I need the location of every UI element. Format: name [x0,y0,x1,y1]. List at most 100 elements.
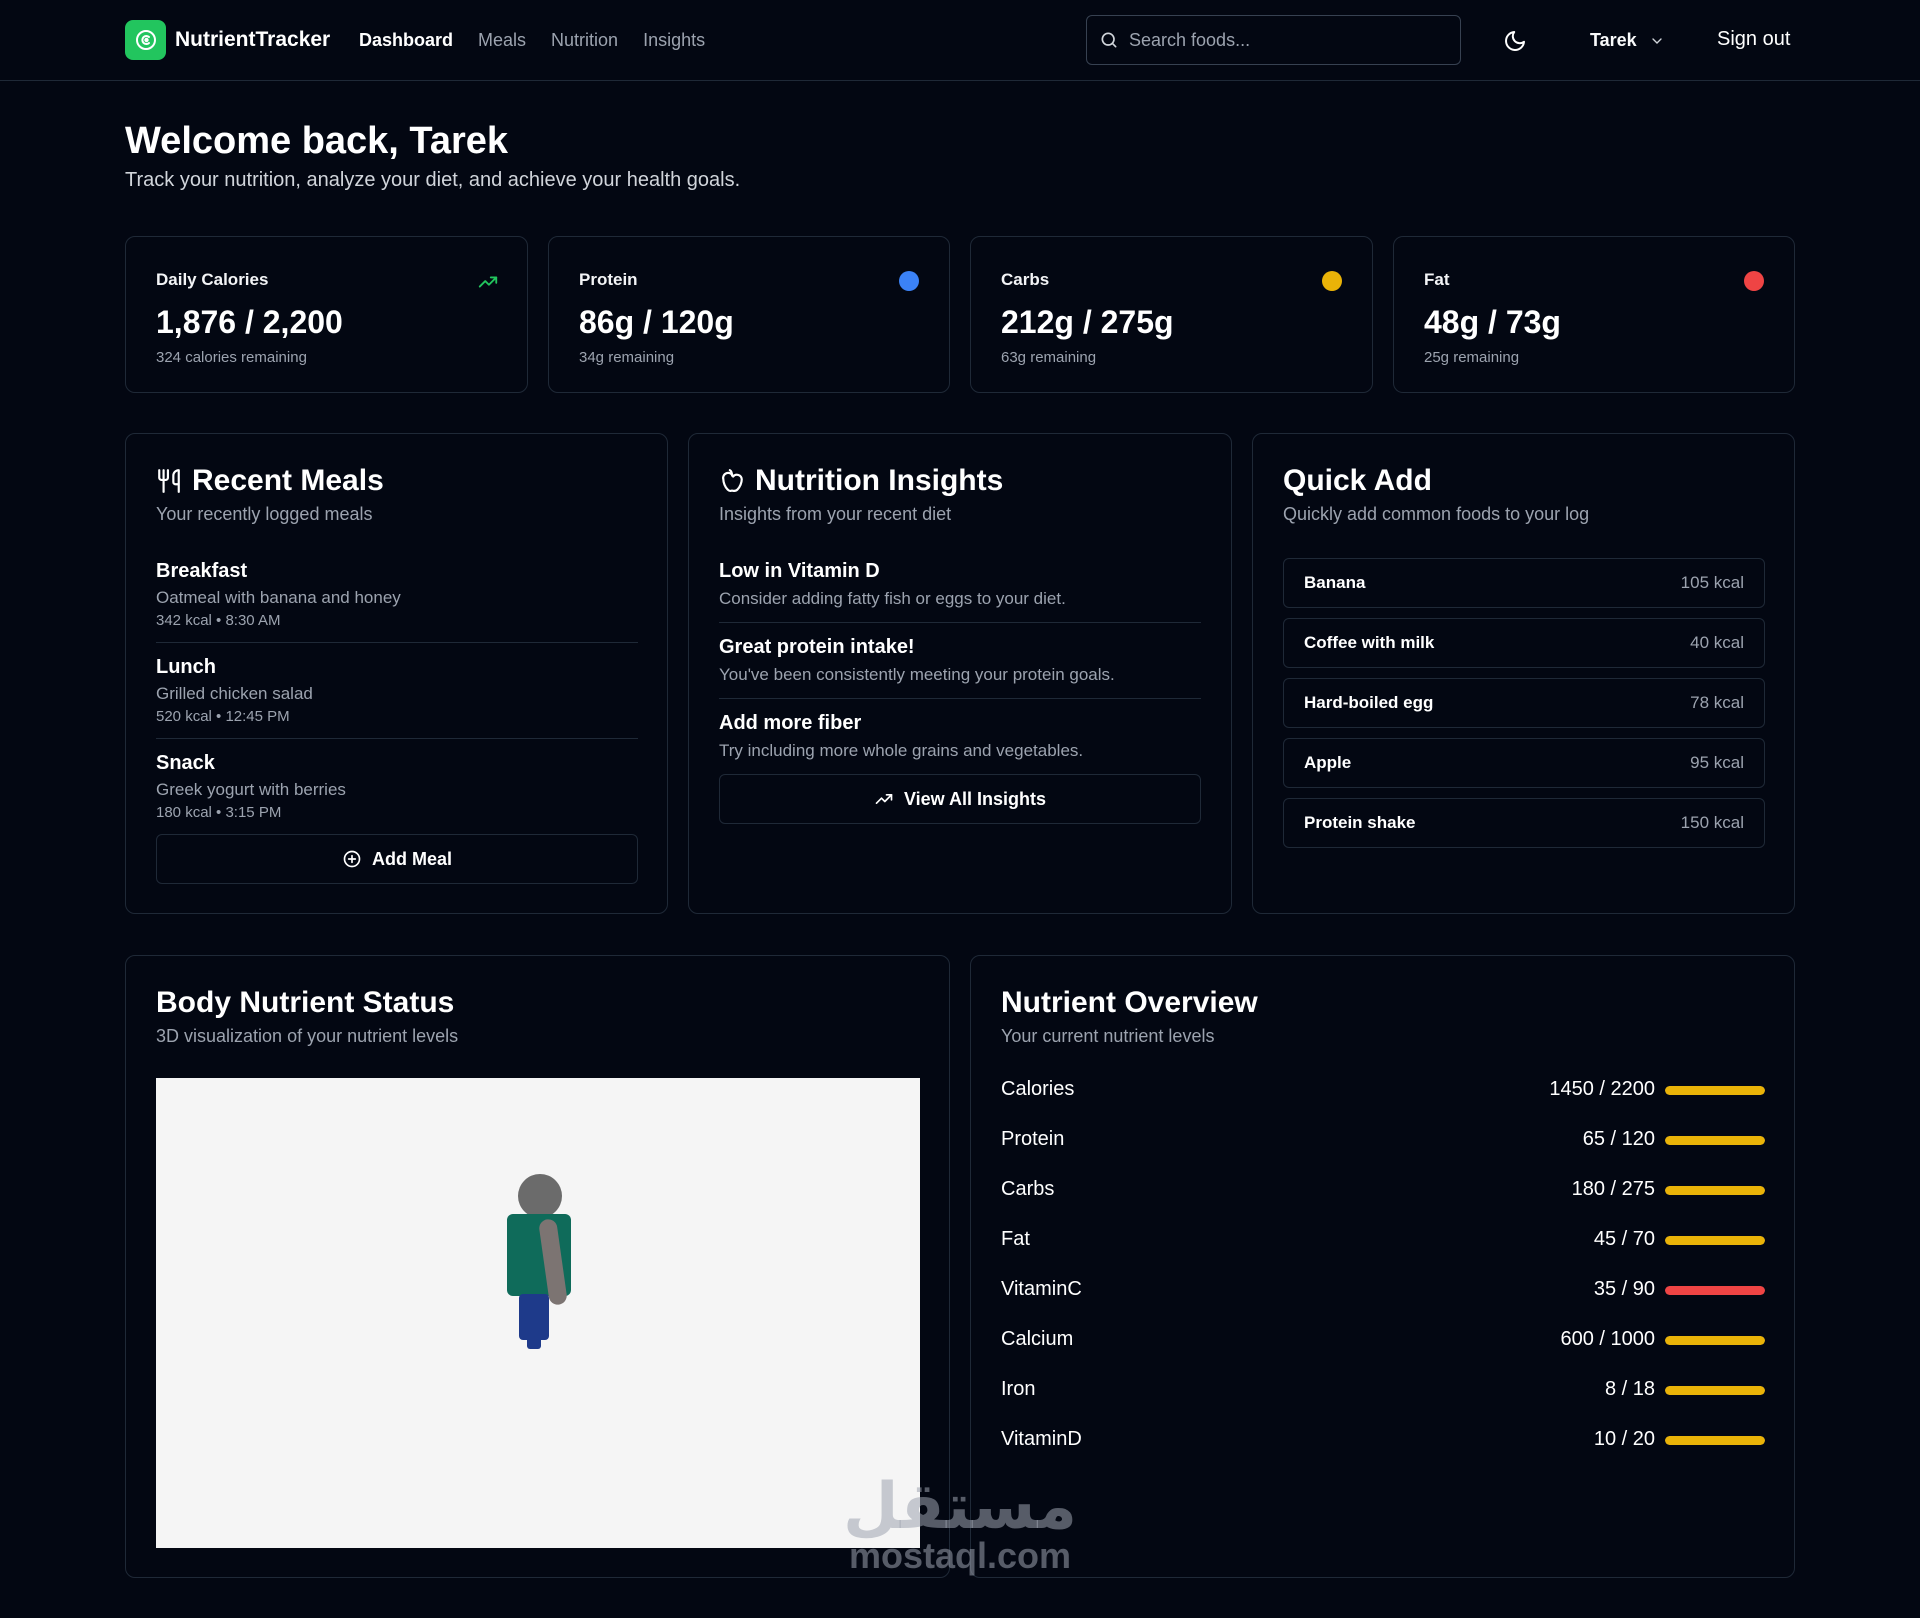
food-kcal: 95 kcal [1690,753,1744,772]
panel-subtitle: Quickly add common foods to your log [1283,504,1590,524]
theme-toggle-button[interactable] [1500,26,1530,56]
insight-text: Consider adding fatty fish or eggs to yo… [719,589,1066,608]
insight-item: Low in Vitamin D Consider adding fatty f… [719,560,1201,609]
user-menu[interactable]: Tarek [1590,30,1665,51]
nutrient-row: VitaminD 10 / 20 [1001,1426,1765,1456]
nutrient-progress-fill [1665,1236,1765,1245]
nutrient-progress-fill [1665,1436,1765,1445]
recent-meals-card: Recent Meals Your recently logged meals … [125,433,668,914]
food-kcal: 40 kcal [1690,633,1744,652]
meal-item[interactable]: Breakfast Oatmeal with banana and honey … [156,560,638,629]
page-title: Welcome back, Tarek [125,120,509,162]
nutrient-row: Fat 45 / 70 [1001,1226,1765,1256]
protein-color-dot [899,271,919,291]
insight-item: Great protein intake! You've been consis… [719,636,1201,685]
panel-subtitle: Insights from your recent diet [719,504,952,524]
body-model-figure [507,1174,571,1349]
meal-desc: Oatmeal with banana and honey [156,588,401,607]
nutrient-progress-fill [1665,1286,1765,1295]
nutrient-value: 10 / 20 [1593,1428,1655,1450]
stat-label: Protein [579,270,638,289]
insight-title: Great protein intake! [719,636,915,658]
nutrient-value: 180 / 275 [1571,1178,1655,1200]
nutrient-name: VitaminD [1001,1428,1082,1450]
stat-card-fat: Fat 48g / 73g 25g remaining [1393,236,1795,393]
nutrient-name: Calcium [1001,1328,1074,1350]
panel-subtitle: Your recently logged meals [156,504,373,524]
meal-desc: Greek yogurt with berries [156,780,346,799]
quick-add-item[interactable]: Coffee with milk 40 kcal [1283,618,1765,668]
fat-color-dot [1744,271,1764,291]
utensils-icon [158,469,180,493]
button-label: View All Insights [903,788,1047,809]
stat-label: Fat [1424,270,1450,289]
plus-circle-icon [343,850,361,868]
carbs-color-dot [1322,271,1342,291]
food-name: Coffee with milk [1304,633,1435,652]
nutrient-progress-bar [1665,1136,1765,1145]
nav-nutrition[interactable]: Nutrition [551,30,619,50]
nutrient-row: VitaminC 35 / 90 [1001,1276,1765,1306]
nav-meals[interactable]: Meals [478,30,527,50]
nutrient-value: 45 / 70 [1593,1228,1655,1250]
stat-card-carbs: Carbs 212g / 275g 63g remaining [970,236,1373,393]
nutrient-value: 8 / 18 [1604,1378,1655,1400]
nutrient-row: Protein 65 / 120 [1001,1126,1765,1156]
nav-insights[interactable]: Insights [643,30,706,50]
app-logo[interactable] [125,20,166,60]
panel-heading: Body Nutrient Status [156,986,455,1019]
food-name: Apple [1304,753,1352,772]
quick-add-item[interactable]: Apple 95 kcal [1283,738,1765,788]
stat-label: Carbs [1001,270,1050,289]
search-input[interactable] [1129,29,1449,51]
insight-title: Add more fiber [719,712,862,734]
panel-heading: Quick Add [1283,464,1432,497]
nutrient-value: 600 / 1000 [1560,1328,1655,1350]
stat-value: 212g / 275g [1001,304,1174,340]
meal-desc: Grilled chicken salad [156,684,313,703]
meal-name: Snack [156,752,215,774]
quick-add-item[interactable]: Hard-boiled egg 78 kcal [1283,678,1765,728]
nutrient-progress-fill [1665,1086,1765,1095]
nutrient-progress-fill [1665,1386,1765,1395]
divider [719,622,1201,623]
nutrient-row: Iron 8 / 18 [1001,1376,1765,1406]
food-kcal: 150 kcal [1680,813,1744,832]
quick-add-item[interactable]: Banana 105 kcal [1283,558,1765,608]
panel-subtitle: Your current nutrient levels [1001,1026,1215,1046]
nutrient-row: Carbs 180 / 275 [1001,1176,1765,1206]
panel-heading: Nutrition Insights [755,464,1004,497]
divider [156,642,638,643]
stat-label: Daily Calories [156,270,269,289]
apple-icon [722,469,743,493]
meal-item[interactable]: Lunch Grilled chicken salad 520 kcal • 1… [156,656,638,725]
add-meal-button[interactable]: Add Meal [156,834,638,884]
chevron-down-icon [1652,37,1662,44]
meal-name: Breakfast [156,560,248,582]
brand-name[interactable]: NutrientTracker [175,28,331,51]
trending-up-icon [875,794,893,804]
top-navbar: NutrientTracker Dashboard Meals Nutritio… [0,0,1920,81]
sign-out-button[interactable]: Sign out [1717,28,1791,50]
divider [156,738,638,739]
nutrient-progress-bar [1665,1186,1765,1195]
body-nutrient-status-card: Body Nutrient Status 3D visualization of… [125,955,950,1578]
meal-meta: 520 kcal • 12:45 PM [156,708,290,725]
stat-note: 34g remaining [579,349,675,366]
food-name: Banana [1304,573,1366,592]
meal-meta: 180 kcal • 3:15 PM [156,804,282,821]
stat-card-calories: Daily Calories 1,876 / 2,200 324 calorie… [125,236,528,393]
food-kcal: 78 kcal [1690,693,1744,712]
quick-add-item[interactable]: Protein shake 150 kcal [1283,798,1765,848]
3d-body-viewport[interactable] [156,1078,920,1548]
stat-value: 48g / 73g [1424,304,1561,340]
panel-heading: Nutrient Overview [1001,986,1258,1019]
nav-dashboard[interactable]: Dashboard [359,30,454,50]
insight-item: Add more fiber Try including more whole … [719,712,1201,761]
food-kcal: 105 kcal [1680,573,1744,592]
nutrient-progress-fill [1665,1136,1765,1145]
meal-item[interactable]: Snack Greek yogurt with berries 180 kcal… [156,752,638,821]
nutrient-name: Carbs [1001,1178,1055,1200]
nutrient-name: Protein [1001,1128,1065,1150]
view-all-insights-button[interactable]: View All Insights [719,774,1201,824]
